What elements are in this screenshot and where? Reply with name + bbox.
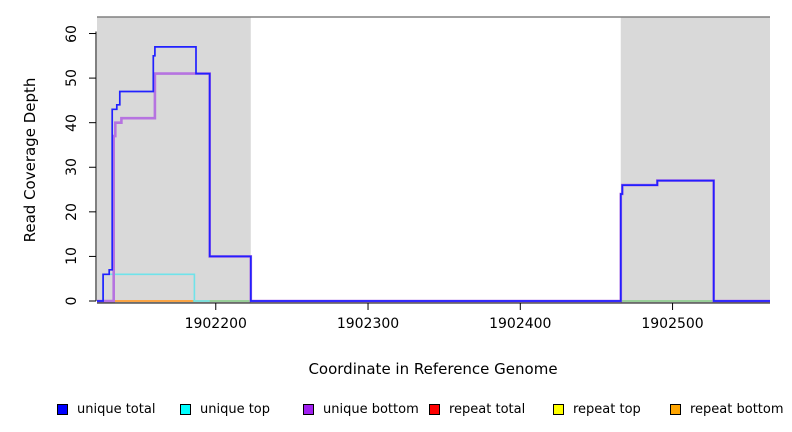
legend-item-repeat-top: repeat top xyxy=(553,400,641,418)
legend-label: unique bottom xyxy=(323,401,419,417)
legend-swatch-icon xyxy=(429,403,440,415)
legend-label: unique top xyxy=(200,401,271,417)
legend-label: repeat top xyxy=(573,401,641,417)
x-tick-label: 1902300 xyxy=(336,316,400,332)
legend-item-unique-top: unique top xyxy=(180,400,270,418)
legend-label: unique total xyxy=(77,401,156,417)
series-unique-total xyxy=(97,46,770,302)
y-tick-label: 10 xyxy=(64,247,80,266)
legend-swatch-icon xyxy=(553,403,564,415)
x-tick-label: 1902200 xyxy=(184,316,247,332)
legend-item-unique-bottom: unique bottom xyxy=(303,400,419,418)
legend-item-repeat-bottom: repeat bottom xyxy=(670,400,784,418)
y-tick-label: 0 xyxy=(64,296,80,306)
y-tick-label: 60 xyxy=(64,24,80,43)
legend: unique total unique top unique bottom repea… xyxy=(0,400,792,422)
legend-swatch-icon xyxy=(670,403,681,415)
legend-swatch-icon xyxy=(180,403,191,415)
legend-swatch-icon xyxy=(303,403,314,415)
shaded-region-left xyxy=(97,17,251,303)
x-axis-title: Coordinate in Reference Genome xyxy=(308,360,558,378)
shaded-region-right xyxy=(620,17,770,303)
legend-label: repeat bottom xyxy=(690,401,784,417)
x-tick-label: 1902400 xyxy=(489,316,552,332)
legend-item-repeat-total: repeat total xyxy=(429,400,525,418)
x-tick-label: 1902500 xyxy=(641,316,704,332)
y-tick-label: 40 xyxy=(64,113,80,132)
y-axis-title: Read Coverage Depth xyxy=(21,77,39,243)
y-tick-label: 50 xyxy=(64,69,80,88)
legend-item-unique-total: unique total xyxy=(57,400,155,418)
legend-label: repeat total xyxy=(449,401,526,417)
legend-swatch-icon xyxy=(57,403,68,415)
y-tick-label: 20 xyxy=(64,202,80,221)
y-tick-label: 30 xyxy=(64,158,80,177)
